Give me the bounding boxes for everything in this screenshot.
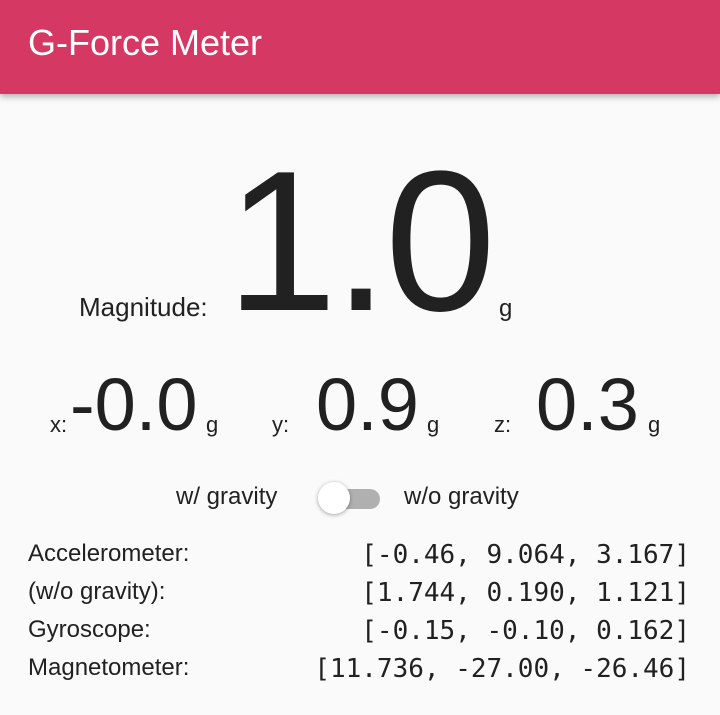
- sensor-name: Gyroscope:: [28, 616, 151, 643]
- sensor-row-linear-acceleration: (w/o gravity): [1.744, 0.190, 1.121]: [28, 576, 690, 614]
- z-axis-label: z:: [494, 412, 512, 437]
- with-gravity-label: w/ gravity: [176, 483, 278, 510]
- sensor-values: [11.736, -27.00, -26.46]: [314, 654, 690, 684]
- sensor-name: (w/o gravity):: [28, 578, 166, 605]
- magnitude-value: 1.0: [226, 130, 496, 353]
- axis-readouts: x: -0.0 g y: 0.9 g z: 0.3 g: [0, 360, 720, 450]
- z-axis-value: 0.3: [536, 363, 639, 446]
- sensor-row-magnetometer: Magnetometer: [11.736, -27.00, -26.46]: [28, 652, 690, 690]
- y-axis-value: 0.9: [316, 363, 419, 446]
- magnitude-section: Magnitude: 1.0 g: [0, 142, 720, 342]
- magnitude-label: Magnitude:: [79, 292, 208, 322]
- app-bar: G-Force Meter: [0, 0, 720, 94]
- sensor-name: Magnetometer:: [28, 654, 190, 681]
- x-axis-value: -0.0: [70, 363, 198, 446]
- x-axis-label: x:: [50, 412, 68, 437]
- sensor-name: Accelerometer:: [28, 540, 190, 567]
- switch-thumb: [318, 482, 350, 514]
- magnitude-unit: g: [499, 295, 513, 322]
- sensor-row-gyroscope: Gyroscope: [-0.15, -0.10, 0.162]: [28, 614, 690, 652]
- sensor-values: [-0.15, -0.10, 0.162]: [361, 616, 690, 646]
- sensor-readings: Accelerometer: [-0.46, 9.064, 3.167] (w/…: [28, 538, 690, 690]
- x-axis-unit: g: [206, 412, 219, 437]
- sensor-values: [1.744, 0.190, 1.121]: [361, 578, 690, 608]
- sensor-row-accelerometer: Accelerometer: [-0.46, 9.064, 3.167]: [28, 538, 690, 576]
- sensor-values: [-0.46, 9.064, 3.167]: [361, 540, 690, 570]
- y-axis-unit: g: [427, 412, 440, 437]
- y-axis-label: y:: [272, 412, 290, 437]
- app-title: G-Force Meter: [28, 22, 263, 63]
- gravity-switch[interactable]: [318, 481, 382, 514]
- gravity-toggle-row: w/ gravity w/o gravity: [0, 475, 720, 519]
- z-axis-unit: g: [648, 412, 661, 437]
- without-gravity-label: w/o gravity: [404, 483, 519, 510]
